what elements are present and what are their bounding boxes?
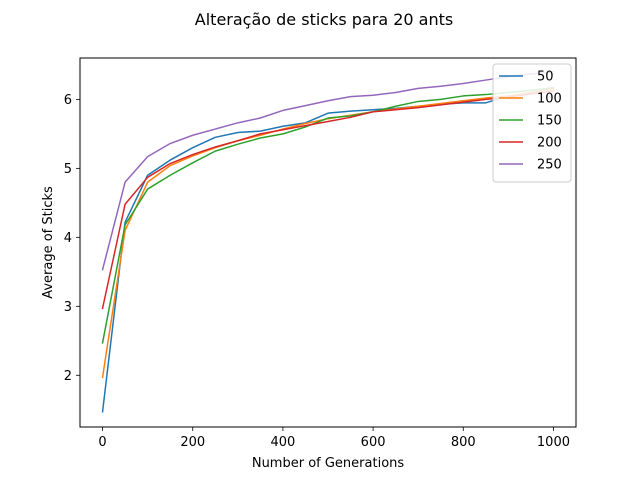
x-axis-label: Number of Generations xyxy=(252,456,405,471)
x-tick-label: 400 xyxy=(270,435,295,450)
y-tick-label: 4 xyxy=(64,231,72,246)
chart-title: Alteração de sticks para 20 ants xyxy=(195,10,453,29)
legend-label-200: 200 xyxy=(537,136,562,151)
y-axis-ticks: 2 3 4 5 6 xyxy=(64,93,80,384)
x-axis-ticks: 0 200 400 600 800 1000 xyxy=(98,427,570,450)
legend-label-100: 100 xyxy=(537,92,562,107)
series-line-50 xyxy=(101,88,555,413)
x-tick-label: 1000 xyxy=(537,435,570,450)
series-line-200 xyxy=(101,90,555,310)
legend: 50 100 150 200 250 xyxy=(492,63,572,183)
series-line-250 xyxy=(101,70,555,271)
legend-label-150: 150 xyxy=(537,114,562,129)
y-tick-label: 2 xyxy=(64,369,72,384)
x-tick-label: 800 xyxy=(451,435,476,450)
legend-label-250: 250 xyxy=(537,158,562,173)
plot-series-group xyxy=(101,70,555,413)
x-tick-label: 600 xyxy=(361,435,386,450)
x-tick-label: 200 xyxy=(180,435,205,450)
y-tick-label: 5 xyxy=(64,162,72,177)
y-tick-label: 3 xyxy=(64,300,72,315)
y-tick-label: 6 xyxy=(64,93,72,108)
legend-label-50: 50 xyxy=(537,70,554,85)
legend-box xyxy=(492,63,572,183)
series-line-150 xyxy=(101,86,555,344)
plot-area-frame xyxy=(79,57,577,428)
x-tick-label: 0 xyxy=(98,435,106,450)
y-axis-label: Average of Sticks xyxy=(41,186,56,299)
